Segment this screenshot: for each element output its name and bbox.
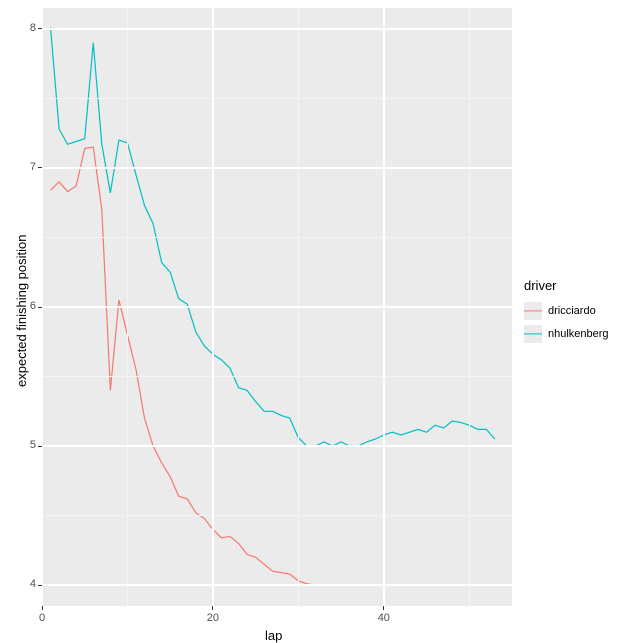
y-tick-label: 8 bbox=[14, 22, 36, 34]
y-tick-label: 7 bbox=[14, 161, 36, 173]
grid-major-y bbox=[42, 167, 512, 168]
grid-minor-y bbox=[42, 237, 512, 238]
x-tick-label: 40 bbox=[374, 612, 394, 624]
grid-minor-y bbox=[42, 515, 512, 516]
grid-minor-y bbox=[42, 98, 512, 99]
y-tick-label: 4 bbox=[14, 578, 36, 590]
x-tick-label: 20 bbox=[203, 612, 223, 624]
y-tick bbox=[38, 585, 42, 586]
legend-key-icon bbox=[524, 302, 542, 320]
x-axis-title: lap bbox=[265, 628, 282, 643]
grid-major-y bbox=[42, 306, 512, 307]
y-tick bbox=[38, 167, 42, 168]
series-dricciardo bbox=[51, 147, 495, 585]
grid-major-y bbox=[42, 584, 512, 585]
legend-title: driver bbox=[524, 278, 557, 293]
legend-label: nhulkenberg bbox=[548, 328, 609, 340]
x-tick bbox=[42, 606, 43, 610]
y-tick bbox=[38, 28, 42, 29]
legend-key-icon bbox=[524, 325, 542, 343]
y-tick bbox=[38, 307, 42, 308]
grid-major-y bbox=[42, 445, 512, 446]
grid-major-y bbox=[42, 28, 512, 29]
y-tick-label: 6 bbox=[14, 300, 36, 312]
legend-item-dricciardo: dricciardo bbox=[524, 302, 596, 320]
x-tick bbox=[212, 606, 213, 610]
x-tick-label: 0 bbox=[32, 612, 52, 624]
legend-item-nhulkenberg: nhulkenberg bbox=[524, 325, 609, 343]
legend-label: dricciardo bbox=[548, 305, 596, 317]
grid-minor-y bbox=[42, 376, 512, 377]
plot-lines bbox=[0, 0, 640, 640]
y-tick bbox=[38, 446, 42, 447]
chart-figure: expected finishing position lap driver 0… bbox=[0, 0, 640, 640]
x-tick bbox=[383, 606, 384, 610]
y-tick-label: 5 bbox=[14, 439, 36, 451]
